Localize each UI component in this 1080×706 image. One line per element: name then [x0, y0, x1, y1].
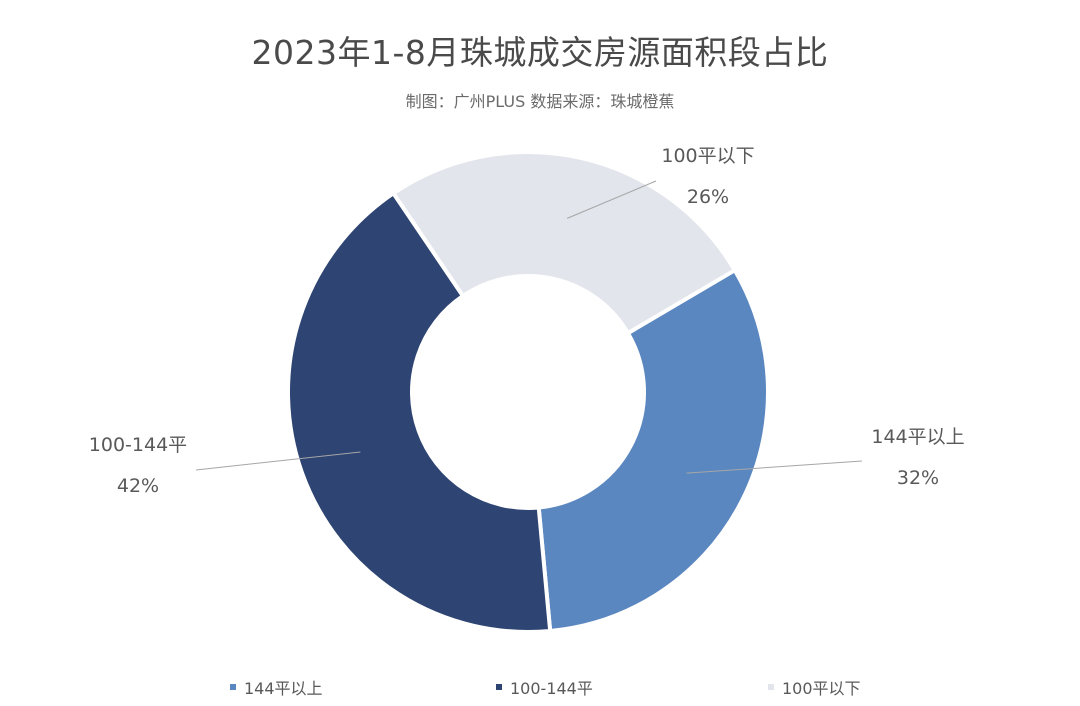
legend-label: 100平以下 [782, 679, 861, 698]
donut-slice-144-above [536, 268, 770, 633]
chart-title: 2023年1-8月珠城成交房源面积段占比 [251, 33, 829, 72]
legend-label: 144平以上 [244, 679, 323, 698]
leader-line-100-below [566, 180, 657, 219]
leader-line-144-above [686, 460, 863, 474]
leader-line-100-144 [195, 451, 361, 471]
donut-slice-100-below [391, 150, 737, 336]
slice-percent-label: 26% [687, 186, 729, 208]
legend-item-144-above: 144平以上 [230, 675, 323, 699]
slice-category-label: 144平以上 [871, 426, 964, 448]
slice-percent-label: 32% [897, 467, 939, 489]
legend-swatch [496, 684, 502, 690]
slice-percent-label: 42% [117, 475, 159, 497]
legend-swatch [768, 684, 774, 690]
legend-item-100-144: 100-144平 [496, 675, 593, 699]
legend-item-100-below: 100平以下 [768, 675, 861, 699]
chart-subtitle: 制图：广州PLUS 数据来源：珠城橙蕉 [405, 92, 675, 111]
legend-label: 100-144平 [510, 679, 593, 698]
legend-swatch [230, 684, 236, 690]
slice-category-label: 100平以下 [661, 145, 754, 167]
donut-slice-100-144 [286, 191, 553, 634]
slice-category-label: 100-144平 [89, 434, 187, 456]
